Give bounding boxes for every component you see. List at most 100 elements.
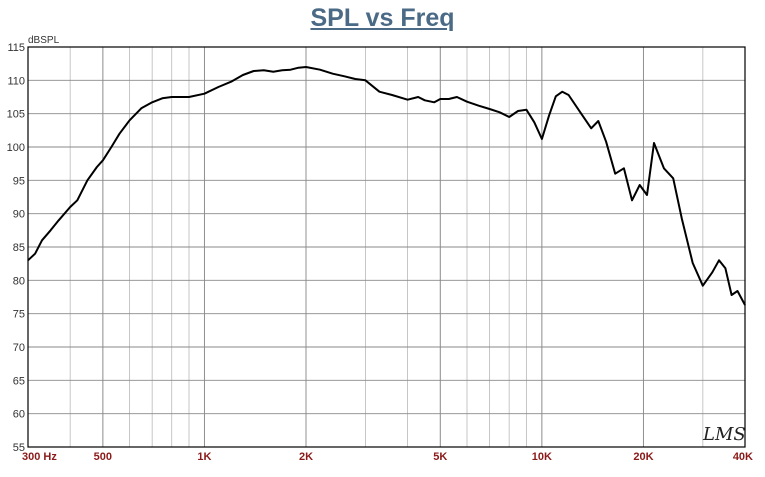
x-tick-label: 2K: [299, 451, 313, 463]
data-point: [417, 96, 419, 98]
data-point: [118, 133, 121, 135]
data-point: [424, 99, 426, 101]
data-point: [203, 93, 205, 95]
data-point: [548, 115, 550, 117]
data-point: [555, 95, 557, 97]
data-point: [489, 108, 491, 110]
data-point: [702, 285, 704, 287]
data-points: [27, 66, 746, 306]
data-point: [663, 167, 665, 169]
data-point: [541, 138, 543, 140]
data-point: [466, 101, 468, 103]
data-point: [639, 184, 641, 186]
data-point: [692, 262, 694, 264]
data-point: [188, 96, 190, 98]
data-point: [568, 94, 570, 96]
data-point: [478, 105, 480, 107]
data-point: [319, 69, 321, 71]
data-point: [711, 271, 713, 273]
data-point: [623, 167, 625, 169]
data-point: [58, 219, 60, 221]
data-point: [579, 111, 581, 113]
data-point: [407, 99, 409, 101]
data-point: [508, 116, 510, 118]
data-point: [41, 239, 43, 241]
y-tick-label: 105: [7, 109, 25, 121]
data-point: [354, 78, 356, 80]
y-axis-label: dBSPL: [28, 35, 60, 46]
data-point: [290, 69, 292, 71]
data-point: [332, 73, 334, 75]
data-point: [517, 110, 519, 112]
y-tick-label: 85: [13, 242, 25, 254]
y-tick-label: 90: [13, 209, 25, 221]
data-point: [744, 304, 746, 306]
data-point: [96, 166, 98, 168]
y-tick-label: 75: [13, 309, 25, 321]
y-tick-label: 95: [13, 175, 25, 187]
x-tick-label: 1K: [197, 451, 211, 463]
y-tick-labels: 55 60 65 70 75 80 85 90 95 100 105 110 115: [7, 42, 25, 454]
data-point: [590, 127, 592, 129]
data-point: [631, 199, 633, 201]
data-point: [681, 218, 683, 220]
data-point: [230, 81, 232, 83]
data-point: [69, 206, 71, 208]
data-point: [456, 96, 458, 98]
data-point: [525, 109, 528, 111]
data-point: [718, 259, 720, 261]
data-point: [736, 290, 739, 292]
data-point: [439, 98, 441, 100]
x-tick-label: 40K: [733, 451, 753, 463]
data-point: [110, 146, 112, 148]
data-point: [499, 111, 501, 113]
data-point: [731, 294, 733, 296]
data-point: [391, 94, 393, 96]
data-point: [129, 119, 131, 121]
chart-title: SPL vs Freq: [310, 4, 455, 32]
x-tick-labels: 300 Hz 500 1K 2K 5K 10K 20K 40K: [22, 451, 753, 463]
data-point: [724, 267, 727, 269]
data-point: [140, 107, 142, 109]
data-point: [672, 177, 674, 179]
data-point: [34, 253, 36, 255]
data-point: [217, 86, 219, 88]
data-point: [378, 91, 380, 93]
major-gridlines: [27, 46, 746, 448]
y-tick-label: 60: [13, 409, 25, 421]
lms-watermark: LMS: [702, 424, 746, 445]
data-point: [272, 71, 274, 73]
data-point: [305, 66, 307, 68]
data-point: [533, 121, 535, 123]
data-point: [281, 69, 283, 71]
data-point: [646, 194, 648, 196]
y-tick-label: 115: [7, 42, 25, 54]
data-point: [242, 74, 244, 76]
y-tick-label: 80: [13, 275, 25, 287]
data-point: [343, 75, 346, 77]
data-point: [171, 96, 173, 98]
data-point: [297, 67, 300, 69]
data-point: [597, 120, 599, 122]
y-tick-label: 55: [13, 442, 25, 454]
data-point: [151, 101, 153, 103]
data-point: [50, 229, 52, 231]
data-point: [253, 70, 255, 72]
data-point: [614, 173, 616, 175]
data-point: [263, 69, 265, 71]
y-tick-label: 110: [7, 75, 25, 87]
data-point: [161, 97, 163, 99]
data-point: [605, 141, 607, 143]
data-point: [102, 159, 104, 161]
spl-curve: [27, 66, 746, 306]
data-point: [561, 91, 563, 93]
data-point: [653, 142, 655, 144]
x-tick-label: 10K: [532, 451, 552, 463]
plot-frame: [27, 46, 746, 448]
data-point: [27, 259, 29, 261]
y-tick-label: 100: [7, 142, 25, 154]
data-point: [364, 79, 366, 81]
x-tick-label: 5K: [433, 451, 447, 463]
y-tick-label: 65: [13, 375, 25, 387]
